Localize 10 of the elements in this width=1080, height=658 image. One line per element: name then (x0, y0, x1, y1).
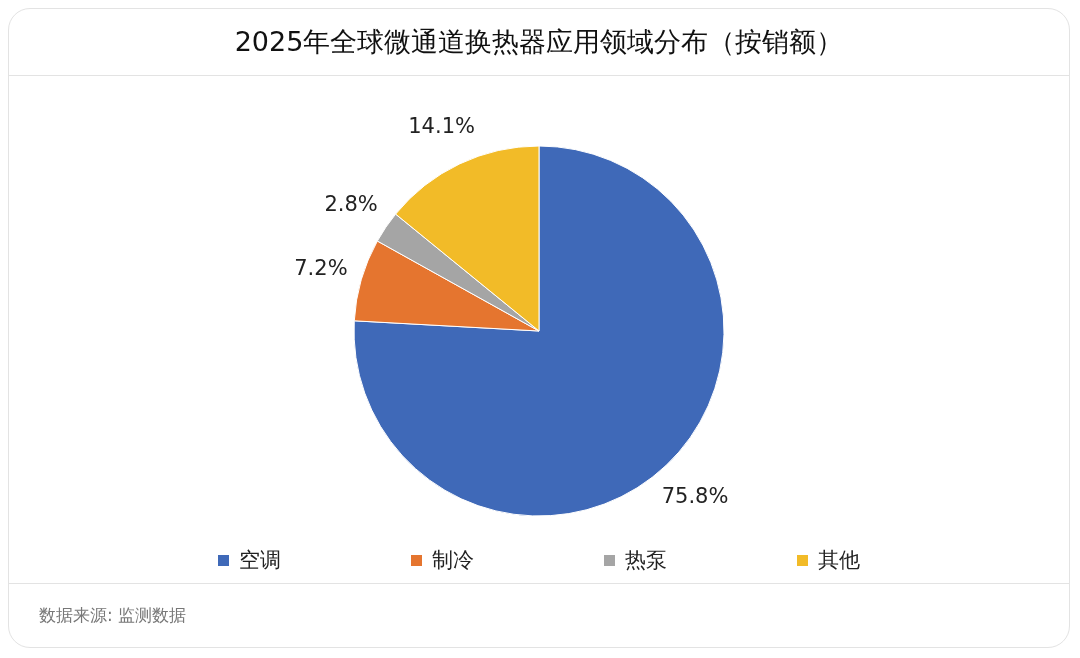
data-label: 14.1% (408, 113, 475, 138)
legend-label: 空调 (238, 547, 281, 574)
legend-label: 制冷 (431, 547, 474, 574)
data-label: 7.2% (294, 255, 348, 280)
legend-label: 其他 (817, 547, 860, 574)
chart-title: 2025年全球微通道换热器应用领域分布（按销额） (9, 9, 1069, 76)
data-label: 75.8% (661, 483, 729, 508)
legend-label: 热泵 (624, 547, 667, 574)
data-label: 2.8% (324, 191, 378, 216)
source-note: 数据来源: 监测数据 (39, 604, 188, 627)
